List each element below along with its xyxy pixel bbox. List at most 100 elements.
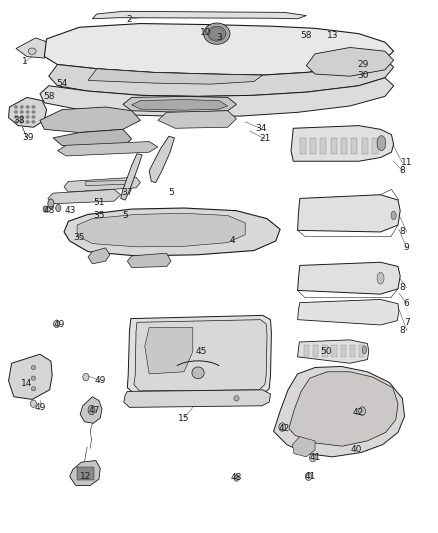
Ellipse shape [377, 272, 384, 284]
Polygon shape [48, 189, 121, 204]
Text: 51: 51 [93, 198, 105, 207]
Text: 48: 48 [44, 206, 55, 215]
Bar [340, 345, 346, 357]
Text: 41: 41 [309, 454, 321, 463]
Polygon shape [9, 354, 52, 399]
Polygon shape [40, 107, 141, 133]
Ellipse shape [26, 106, 29, 109]
Text: 8: 8 [399, 228, 405, 237]
Ellipse shape [32, 106, 35, 109]
Ellipse shape [14, 106, 18, 109]
Polygon shape [77, 213, 245, 247]
Polygon shape [92, 11, 306, 19]
Ellipse shape [32, 110, 35, 114]
Ellipse shape [26, 120, 29, 124]
Bar [331, 138, 337, 154]
Ellipse shape [53, 320, 60, 328]
Polygon shape [291, 126, 394, 161]
Text: 34: 34 [255, 124, 266, 133]
Text: 4: 4 [229, 237, 235, 246]
Text: 42: 42 [279, 424, 290, 433]
Text: 11: 11 [401, 158, 413, 167]
Polygon shape [86, 180, 128, 185]
Ellipse shape [20, 115, 24, 118]
Polygon shape [289, 372, 398, 446]
Polygon shape [306, 47, 394, 76]
Ellipse shape [208, 26, 226, 41]
Text: 12: 12 [80, 472, 92, 481]
Ellipse shape [234, 475, 239, 481]
Polygon shape [127, 253, 171, 268]
Text: 42: 42 [352, 408, 364, 417]
Ellipse shape [43, 206, 47, 212]
Polygon shape [145, 328, 193, 374]
Polygon shape [49, 59, 394, 96]
Ellipse shape [30, 400, 36, 407]
Polygon shape [158, 111, 237, 128]
Bar [304, 345, 309, 357]
Ellipse shape [279, 423, 286, 431]
Polygon shape [53, 130, 132, 150]
Ellipse shape [391, 211, 396, 220]
Text: 50: 50 [320, 347, 332, 356]
Polygon shape [127, 316, 272, 395]
Text: 1: 1 [22, 58, 28, 66]
Text: 3: 3 [216, 34, 222, 43]
Polygon shape [40, 78, 394, 117]
Ellipse shape [32, 120, 35, 124]
Bar [300, 138, 306, 154]
Ellipse shape [20, 110, 24, 114]
Polygon shape [80, 397, 102, 423]
Text: 47: 47 [89, 406, 100, 415]
Ellipse shape [88, 405, 95, 415]
Bar [310, 138, 316, 154]
Text: 5: 5 [168, 188, 174, 197]
Text: 39: 39 [22, 133, 34, 142]
Polygon shape [121, 154, 142, 200]
Text: 43: 43 [65, 206, 76, 215]
Polygon shape [297, 262, 400, 294]
Text: 2: 2 [127, 15, 132, 24]
Bar [320, 138, 326, 154]
Polygon shape [88, 248, 110, 264]
Text: 8: 8 [399, 326, 405, 335]
Polygon shape [9, 98, 46, 127]
Bar [350, 345, 355, 357]
Ellipse shape [56, 204, 61, 212]
Ellipse shape [26, 115, 29, 118]
Polygon shape [132, 100, 228, 110]
Ellipse shape [31, 376, 35, 380]
Ellipse shape [362, 346, 367, 354]
Text: 49: 49 [34, 403, 46, 412]
Ellipse shape [310, 454, 316, 462]
Polygon shape [274, 367, 405, 457]
Ellipse shape [305, 472, 312, 480]
Polygon shape [123, 96, 237, 112]
Text: 6: 6 [404, 299, 410, 308]
Ellipse shape [26, 110, 29, 114]
Polygon shape [124, 390, 271, 407]
Bar [332, 345, 337, 357]
Ellipse shape [14, 110, 18, 114]
Ellipse shape [28, 48, 36, 54]
Text: 5: 5 [122, 212, 128, 221]
Ellipse shape [234, 395, 239, 401]
Text: 35: 35 [93, 212, 105, 221]
Ellipse shape [31, 366, 35, 369]
Text: 8: 8 [399, 166, 405, 175]
Text: 30: 30 [357, 70, 369, 79]
Text: 14: 14 [21, 379, 32, 388]
Ellipse shape [31, 386, 35, 391]
Polygon shape [297, 340, 369, 364]
Bar [322, 345, 328, 357]
Polygon shape [44, 23, 394, 75]
Ellipse shape [32, 115, 35, 118]
Polygon shape [292, 437, 315, 457]
Ellipse shape [20, 120, 24, 124]
Ellipse shape [14, 120, 18, 124]
Text: 38: 38 [13, 116, 25, 125]
Text: 10: 10 [200, 28, 212, 37]
Text: 7: 7 [404, 318, 410, 327]
Bar [313, 345, 318, 357]
Text: 40: 40 [351, 446, 362, 455]
